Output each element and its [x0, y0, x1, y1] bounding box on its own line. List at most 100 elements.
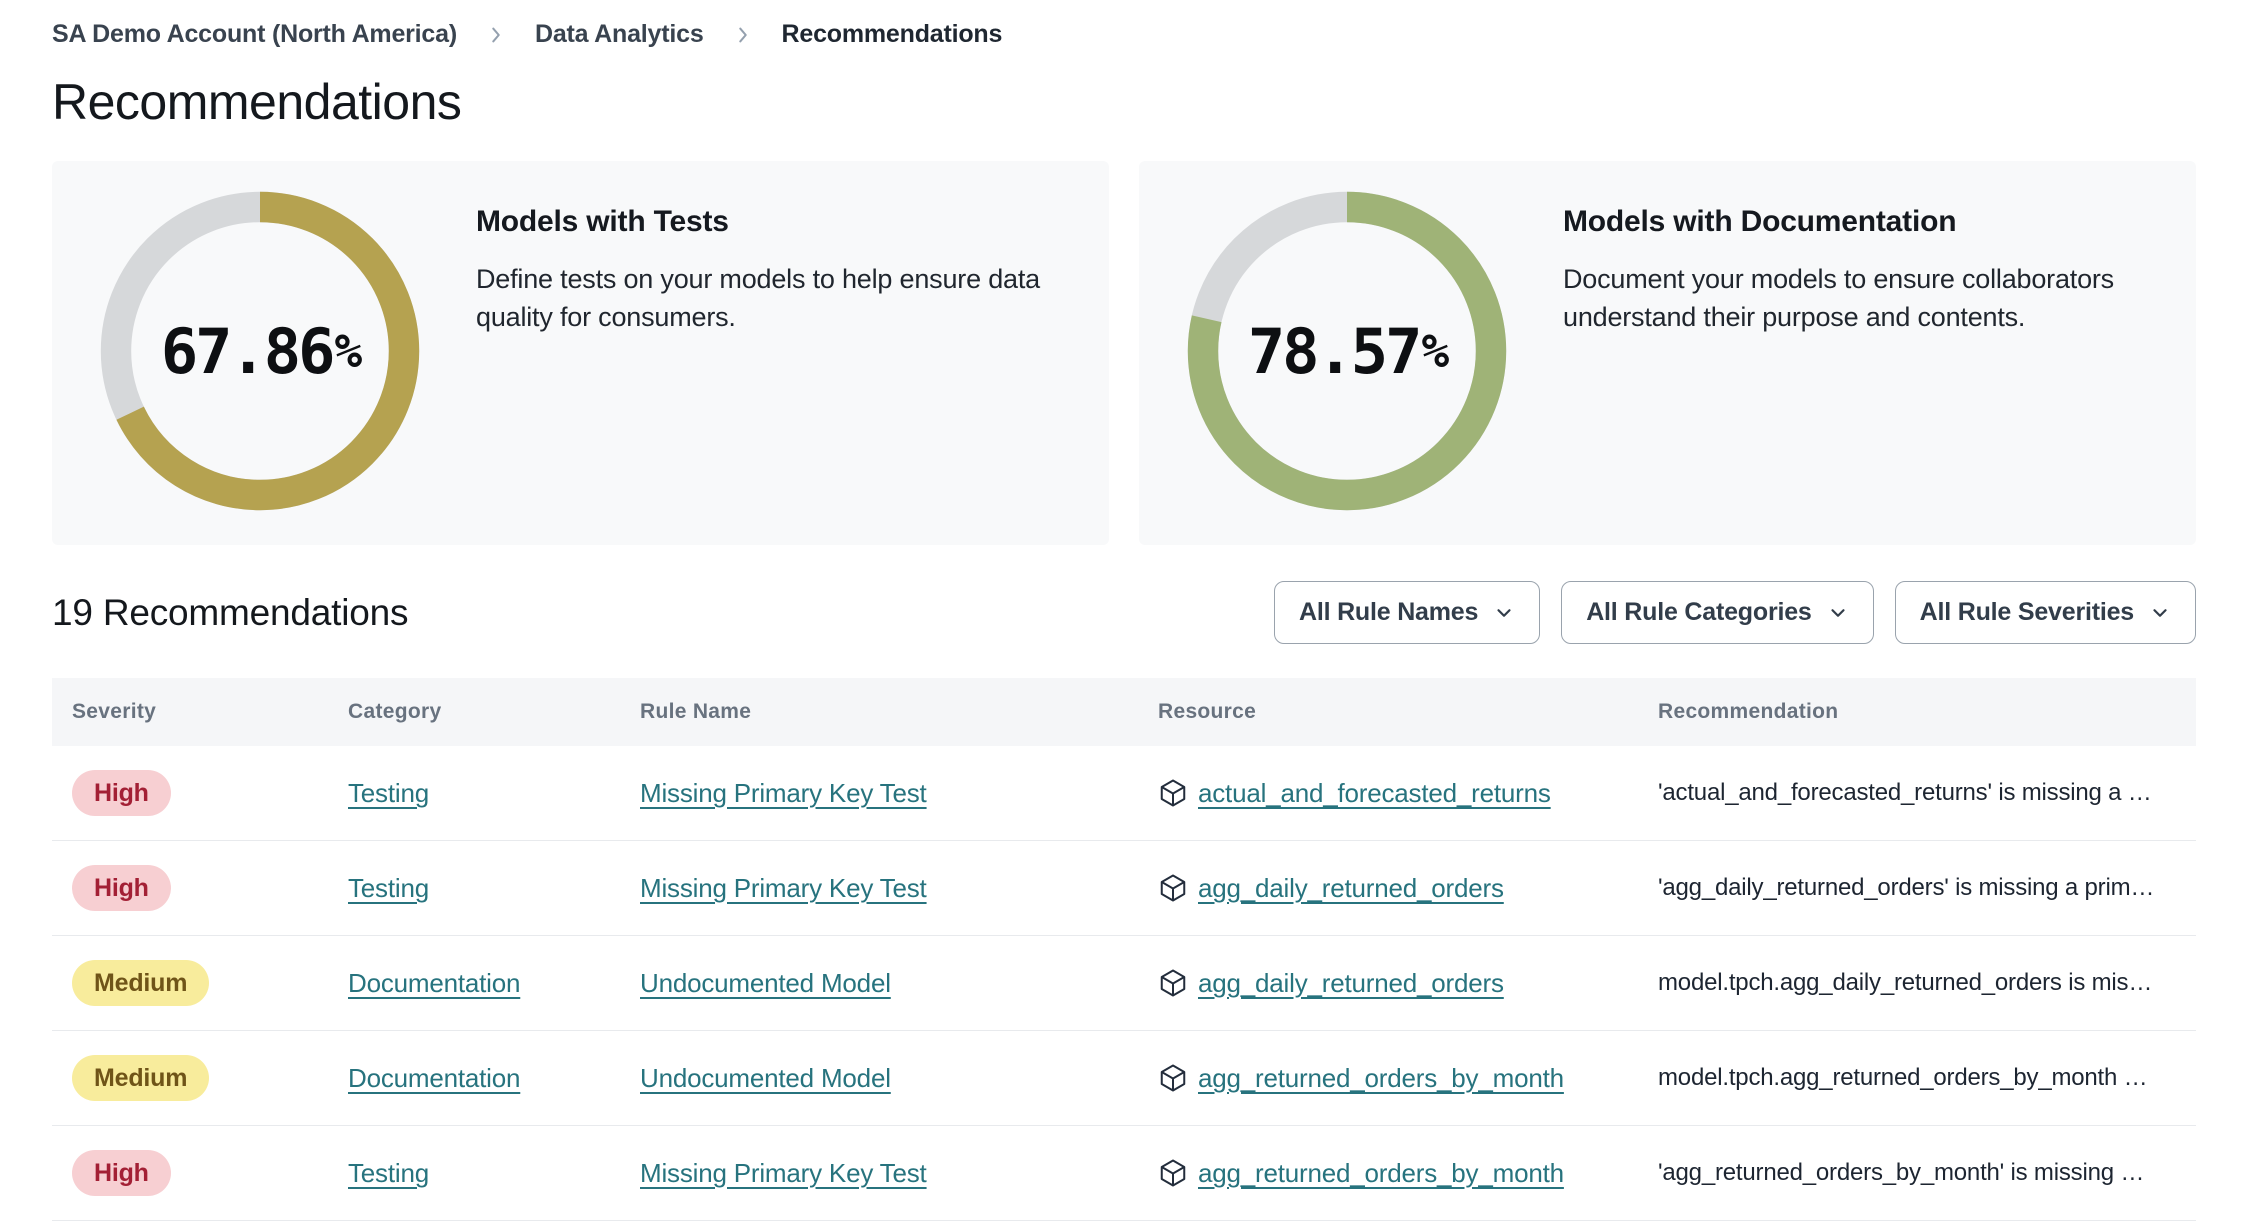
rule-name-cell: Undocumented Model [620, 968, 1138, 999]
percent-sign: % [334, 324, 362, 378]
model-cube-icon [1160, 1064, 1186, 1092]
table-row: Medium Documentation Undocumented Model … [52, 1031, 2196, 1126]
category-cell: Testing [328, 1158, 620, 1189]
breadcrumb: SA Demo Account (North America) Data Ana… [52, 0, 2196, 49]
column-header-severity: Severity [72, 700, 157, 723]
percent-number: 78.57 [1247, 314, 1423, 388]
resource-link[interactable]: actual_and_forecasted_returns [1198, 777, 1551, 808]
table-row: High Testing Missing Primary Key Test ac… [52, 746, 2196, 841]
breadcrumb-account[interactable]: SA Demo Account (North America) [52, 20, 457, 48]
category-link[interactable]: Documentation [348, 967, 521, 998]
category-link[interactable]: Testing [348, 872, 429, 903]
breadcrumb-project[interactable]: Data Analytics [534, 20, 704, 48]
chevron-down-icon [1497, 608, 1511, 617]
card-text: Models with Documentation Document your … [1507, 205, 2156, 545]
rule-name-link[interactable]: Missing Primary Key Test [640, 872, 927, 903]
rule-name-link[interactable]: Undocumented Model [640, 1062, 891, 1093]
category-link[interactable]: Documentation [348, 1062, 521, 1093]
recommendations-count-heading: 19 Recommendations [52, 591, 409, 633]
donut-value-arc [100, 191, 420, 511]
column-header-resource: Resource [1158, 700, 1257, 723]
recommendation-cell: 'agg_returned_orders_by_month' is missin… [1658, 1159, 2145, 1186]
resource-cell: agg_daily_returned_orders [1138, 873, 1638, 904]
rule-name-cell: Missing Primary Key Test [620, 873, 1138, 904]
chevron-down-icon [1831, 608, 1845, 617]
donut-ring [100, 191, 420, 511]
card-models-with-tests: 67.86% Models with Tests Define tests on… [52, 161, 1109, 545]
resource-link[interactable]: agg_daily_returned_orders [1198, 967, 1504, 998]
rule-name-cell: Missing Primary Key Test [620, 1158, 1138, 1189]
resource-cell: actual_and_forecasted_returns [1138, 778, 1638, 809]
tests-percentage: 67.86% [100, 191, 420, 511]
model-cube-icon [1160, 1159, 1186, 1187]
recommendation-cell: model.tpch.agg_returned_orders_by_month … [1658, 1064, 2148, 1091]
filter-rule-severities-dropdown[interactable]: All Rule Severities [1894, 581, 2196, 644]
recommendation-cell: model.tpch.agg_daily_returned_orders is … [1658, 969, 2153, 996]
filter-rule-names-dropdown[interactable]: All Rule Names [1273, 581, 1541, 644]
severity-cell: High [52, 1150, 328, 1196]
table-header: Severity Category Rule Name Resource Rec… [52, 678, 2196, 746]
resource-cell: agg_returned_orders_by_month [1138, 1158, 1638, 1189]
percent-sign: % [1421, 324, 1449, 378]
tests-donut-chart: 67.86% [100, 191, 420, 511]
donut-value-arc [1187, 191, 1507, 511]
rule-name-link[interactable]: Missing Primary Key Test [640, 1157, 927, 1188]
resource-cell: agg_daily_returned_orders [1138, 968, 1638, 999]
table-row: High Testing Missing Primary Key Test ag… [52, 841, 2196, 936]
category-cell: Testing [328, 873, 620, 904]
column-header-rule-name: Rule Name [640, 700, 752, 723]
table-body: High Testing Missing Primary Key Test ac… [52, 746, 2196, 1221]
documentation-donut-chart: 78.57% [1187, 191, 1507, 511]
filter-label: All Rule Names [1298, 598, 1479, 626]
card-title: Models with Tests [476, 205, 729, 238]
severity-cell: Medium [52, 1055, 328, 1101]
table-row: Medium Documentation Undocumented Model … [52, 936, 2196, 1031]
filters: All Rule Names All Rule Categories All R… [1273, 581, 2196, 644]
rule-name-cell: Missing Primary Key Test [620, 778, 1138, 809]
filter-label: All Rule Severities [1919, 598, 2135, 626]
page-title: Recommendations [52, 74, 462, 130]
category-link[interactable]: Testing [348, 1157, 429, 1188]
rule-name-link[interactable]: Undocumented Model [640, 967, 891, 998]
model-cube-icon [1160, 969, 1186, 997]
severity-badge: High [72, 770, 171, 816]
severity-badge: High [72, 865, 171, 911]
category-cell: Testing [328, 778, 620, 809]
rule-name-link[interactable]: Missing Primary Key Test [640, 777, 927, 808]
recommendation-cell: 'agg_daily_returned_orders' is missing a… [1658, 874, 2155, 901]
breadcrumb-current: Recommendations [781, 20, 1003, 48]
filter-label: All Rule Categories [1586, 598, 1812, 626]
severity-cell: High [52, 865, 328, 911]
model-cube-icon [1160, 874, 1186, 902]
resource-cell: agg_returned_orders_by_month [1138, 1063, 1638, 1094]
resource-link[interactable]: agg_daily_returned_orders [1198, 872, 1504, 903]
severity-badge: High [72, 1150, 171, 1196]
severity-badge: Medium [72, 1055, 210, 1101]
filter-rule-categories-dropdown[interactable]: All Rule Categories [1561, 581, 1874, 644]
severity-cell: High [52, 770, 328, 816]
model-cube-icon [1160, 779, 1186, 807]
category-link[interactable]: Testing [348, 777, 429, 808]
recommendations-table: Severity Category Rule Name Resource Rec… [52, 678, 2196, 1221]
percent-number: 67.86 [160, 314, 336, 388]
chevron-right-icon [485, 24, 507, 46]
category-cell: Documentation [328, 1063, 620, 1094]
donut-ring [1187, 191, 1507, 511]
category-cell: Documentation [328, 968, 620, 999]
resource-link[interactable]: agg_returned_orders_by_month [1198, 1062, 1564, 1093]
card-title: Models with Documentation [1563, 205, 1957, 238]
rule-name-cell: Undocumented Model [620, 1063, 1138, 1094]
card-description: Define tests on your models to help ensu… [476, 264, 1040, 332]
list-header-row: 19 Recommendations All Rule Names All Ru… [52, 581, 2196, 644]
documentation-percentage: 78.57% [1187, 191, 1507, 511]
card-description: Document your models to ensure collabora… [1563, 264, 2114, 332]
summary-cards: 67.86% Models with Tests Define tests on… [52, 161, 2196, 545]
recommendation-cell: 'actual_and_forecasted_returns' is missi… [1658, 779, 2152, 806]
resource-link[interactable]: agg_returned_orders_by_month [1198, 1157, 1564, 1188]
column-header-recommendation: Recommendation [1658, 700, 1839, 723]
table-row: High Testing Missing Primary Key Test ag… [52, 1126, 2196, 1221]
severity-cell: Medium [52, 960, 328, 1006]
card-models-with-documentation: 78.57% Models with Documentation Documen… [1139, 161, 2196, 545]
chevron-right-icon [732, 24, 754, 46]
